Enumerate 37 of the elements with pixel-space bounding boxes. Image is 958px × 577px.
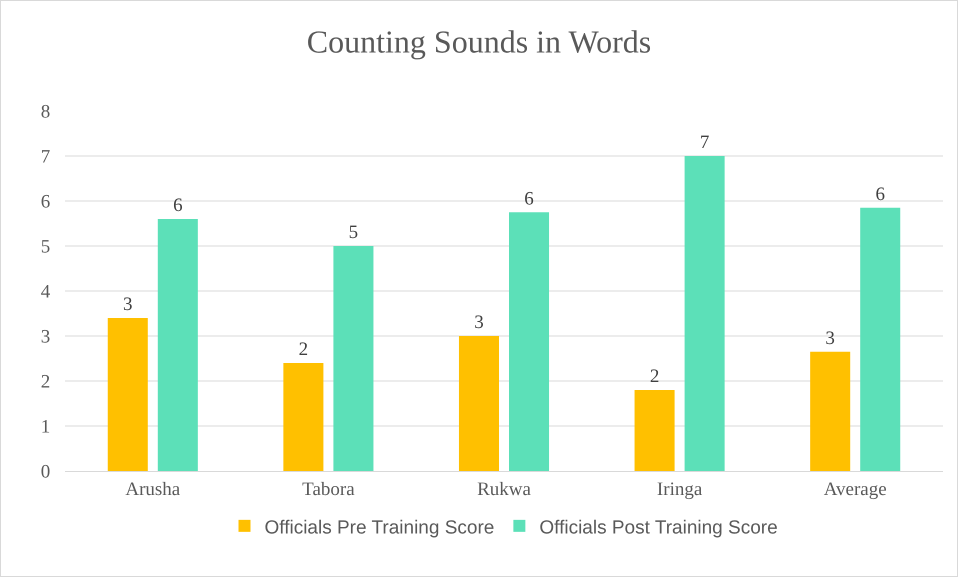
x-tick-label: Rukwa (477, 478, 532, 500)
legend-label: Officials Pre Training Score (264, 517, 494, 538)
data-label: 6 (875, 184, 885, 205)
bar (458, 336, 499, 471)
data-label: 3 (123, 294, 133, 315)
bar (283, 363, 324, 471)
data-label: 5 (348, 222, 358, 243)
bar (634, 390, 675, 471)
x-tick-label: Arusha (125, 478, 181, 500)
y-tick-label: 6 (40, 192, 50, 213)
bar (158, 219, 198, 471)
y-tick-label: 5 (40, 236, 50, 258)
x-tick-label: Iringa (656, 478, 703, 500)
x-tick-label: Tabora (302, 478, 356, 500)
data-label: 6 (524, 188, 534, 210)
y-tick-label: 1 (40, 416, 50, 438)
data-label: 2 (650, 366, 660, 387)
legend-label: Officials Post Training Score (539, 517, 778, 538)
data-label: 6 (173, 195, 183, 216)
data-label: 3 (474, 312, 484, 333)
data-label: 3 (825, 328, 835, 349)
data-label: 7 (700, 132, 710, 153)
bar (509, 212, 550, 471)
y-tick-label: 0 (40, 462, 50, 483)
y-tick-label: 8 (40, 102, 50, 123)
bar (333, 246, 374, 471)
chart-title: Counting Sounds in Words (306, 23, 652, 60)
y-tick-label: 3 (40, 326, 50, 348)
y-tick-label: 7 (40, 146, 50, 168)
bar (684, 156, 725, 471)
bar (860, 208, 900, 471)
data-label: 2 (298, 339, 308, 360)
y-tick-label: 4 (40, 282, 51, 303)
y-tick-label: 2 (40, 372, 50, 393)
bar (108, 318, 148, 471)
x-tick-label: Average (824, 478, 887, 500)
bar (810, 352, 850, 471)
